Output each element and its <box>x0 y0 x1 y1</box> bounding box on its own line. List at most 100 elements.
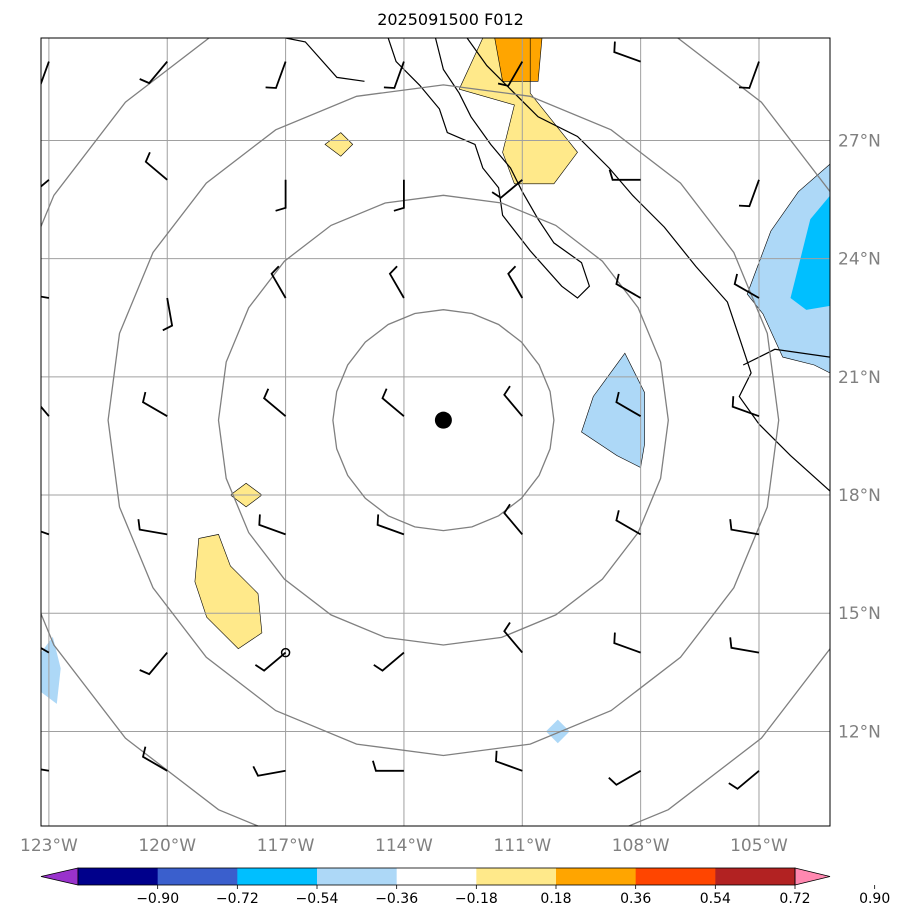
wind-barb <box>162 297 174 332</box>
contour-outline <box>229 482 263 508</box>
wind-barb <box>383 61 405 89</box>
wind-barb <box>503 503 523 535</box>
colorbar-tick-label: 0.36 <box>620 891 651 907</box>
colorbar-segment <box>635 868 716 885</box>
wind-barb <box>41 179 50 188</box>
colorbar: −0.90 −0.72 −0.54 −0.36 −0.18 0.18 0.36 0.54 0.7… <box>40 867 890 907</box>
shaded-region <box>194 534 262 649</box>
wind-barb <box>615 273 642 299</box>
wind-barb <box>503 385 523 417</box>
colorbar-tick-label: 0.18 <box>540 891 571 907</box>
wind-barb <box>41 295 50 299</box>
wind-barb <box>503 622 523 654</box>
plot-area <box>41 38 830 826</box>
wind-barb <box>738 61 760 89</box>
wind-barb <box>137 519 168 536</box>
x-tick-label: 114°W <box>375 836 433 856</box>
wind-barb <box>507 265 524 299</box>
wind-barb <box>388 265 405 299</box>
wind-barb <box>608 169 641 181</box>
range-ring <box>217 194 669 646</box>
plot-frame <box>40 37 831 827</box>
wind-barb <box>376 514 405 536</box>
axis-labels: 123°W 120°W 117°W 114°W 111°W 108°W 105°W 12°N 1… <box>20 131 881 856</box>
wind-barb <box>728 770 760 790</box>
colorbar-segment <box>396 868 477 885</box>
wind-barb <box>613 41 641 63</box>
wind-barb <box>495 750 523 772</box>
wind-barb <box>373 651 405 672</box>
contour-outline <box>581 352 645 468</box>
colorbar-segment <box>556 868 637 885</box>
colorbar-extend-high <box>794 867 831 886</box>
colorbar-segment <box>78 868 159 885</box>
shaded-region <box>325 132 353 157</box>
wind-barb <box>141 746 168 772</box>
x-tick-label: 120°W <box>138 836 196 856</box>
x-tick-label: 123°W <box>20 836 78 856</box>
shaded-region <box>41 636 61 704</box>
wind-barb <box>141 391 168 417</box>
wind-barb <box>41 405 50 417</box>
wind-barb <box>381 388 405 417</box>
contour-outline <box>494 38 543 82</box>
storm-center-marker <box>434 411 452 429</box>
range-ring <box>107 84 780 757</box>
wind-barb <box>729 637 760 654</box>
calm-wind-marker <box>280 647 291 658</box>
shaded-region <box>790 195 830 310</box>
wind-barb <box>615 510 642 536</box>
colorbar-tick-label: −0.18 <box>455 891 498 907</box>
colorbar-tick-label: −0.54 <box>296 891 339 907</box>
colorbar-tick-label: −0.36 <box>375 891 418 907</box>
x-tick-label: 108°W <box>612 836 670 856</box>
wind-barb <box>615 391 642 417</box>
colorbar-segment <box>476 868 557 885</box>
wind-barb <box>252 765 286 777</box>
y-tick-label: 21°N <box>838 368 881 388</box>
colorbar-tick-label: 0.90 <box>859 891 890 907</box>
shaded-region <box>581 353 645 468</box>
x-tick-label: 117°W <box>257 836 315 856</box>
contour-outline <box>194 534 263 650</box>
coastline <box>742 348 830 366</box>
colorbar-extend-low <box>40 867 79 886</box>
wind-barb <box>270 265 287 299</box>
wind-barb <box>144 151 168 181</box>
wind-barb <box>139 61 168 85</box>
shaded-region <box>747 164 830 373</box>
wind-barb <box>608 770 642 786</box>
contour-outline <box>746 163 830 374</box>
contour-outline <box>458 38 578 185</box>
colorbar-tick-label: −0.90 <box>136 891 179 907</box>
wind-barb <box>393 179 405 212</box>
colorbar-segment <box>317 868 398 885</box>
range-ring <box>41 38 830 826</box>
colorbar-segment <box>715 868 796 885</box>
map-title: 2025091500 F012 <box>377 10 524 29</box>
wind-barb <box>733 273 760 299</box>
coastline <box>466 38 830 492</box>
wind-barb <box>729 519 760 536</box>
wind-barb <box>139 652 168 676</box>
y-tick-label: 24°N <box>838 250 881 270</box>
colorbar-tick-label: 0.54 <box>700 891 731 907</box>
y-tick-label: 12°N <box>838 722 881 742</box>
shaded-region <box>494 38 542 82</box>
coastline <box>285 38 365 82</box>
shaded-region <box>459 38 578 184</box>
wind-barb <box>497 61 524 87</box>
wind-barb <box>258 514 286 536</box>
wind-barb <box>263 388 287 417</box>
colorbar-segment <box>237 868 318 885</box>
y-tick-label: 15°N <box>838 604 881 624</box>
x-tick-label: 111°W <box>493 836 551 856</box>
wind-barb <box>265 61 287 89</box>
colorbar-frame <box>77 867 796 886</box>
wind-barb <box>613 632 641 654</box>
wind-barb <box>41 61 50 86</box>
y-tick-label: 27°N <box>838 131 881 151</box>
colorbar-tick-label: −0.72 <box>216 891 259 907</box>
y-tick-label: 18°N <box>838 486 881 506</box>
